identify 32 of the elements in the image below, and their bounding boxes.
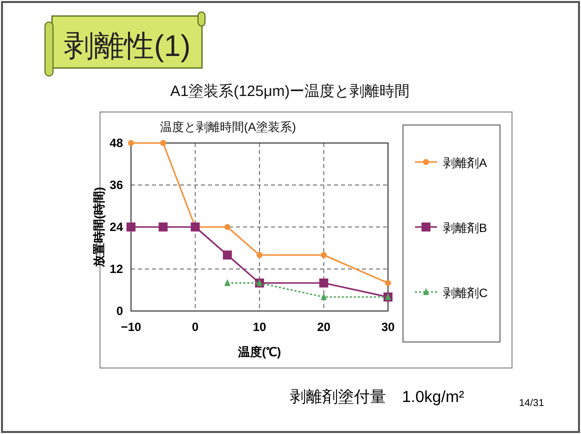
text: 剥離剤塗付量 1.0kg/m² bbox=[290, 388, 465, 406]
point bbox=[128, 140, 134, 146]
point bbox=[158, 222, 168, 232]
text: 剥離性(1) bbox=[64, 30, 191, 63]
x-tick-label: 10 bbox=[252, 320, 266, 334]
y-tick-label: 12 bbox=[110, 262, 124, 276]
x-axis-title: 温度(℃) bbox=[237, 345, 281, 359]
y-axis-title: 放置時間(時間) bbox=[92, 187, 106, 268]
x-tick-label: 30 bbox=[381, 320, 395, 334]
x-tick-label: −10 bbox=[120, 320, 142, 334]
text: 14/31 bbox=[519, 398, 544, 409]
y-tick-label: 24 bbox=[110, 220, 124, 234]
point bbox=[222, 250, 232, 260]
y-tick-label: 48 bbox=[110, 136, 124, 150]
point bbox=[256, 252, 262, 258]
chart-title: 温度と剥離時間(A塗装系) bbox=[160, 120, 296, 134]
point bbox=[319, 278, 328, 288]
point bbox=[385, 280, 391, 286]
point bbox=[224, 224, 230, 230]
legend-label: 剥離剤C bbox=[443, 286, 488, 300]
x-tick-label: 20 bbox=[317, 320, 331, 334]
x-tick-label: 0 bbox=[192, 320, 199, 334]
point bbox=[126, 222, 136, 232]
point bbox=[320, 252, 327, 258]
legend-label: 剥離剤A bbox=[443, 156, 488, 170]
legend-label: 剥離剤B bbox=[443, 221, 488, 235]
point bbox=[320, 293, 327, 300]
y-tick-label: 36 bbox=[110, 178, 124, 192]
y-tick-label: 0 bbox=[116, 304, 124, 318]
point bbox=[160, 140, 166, 146]
chart-subtitle: A1塗装系(125μm)ー温度と剥離時間 bbox=[170, 83, 410, 100]
point bbox=[224, 279, 230, 286]
